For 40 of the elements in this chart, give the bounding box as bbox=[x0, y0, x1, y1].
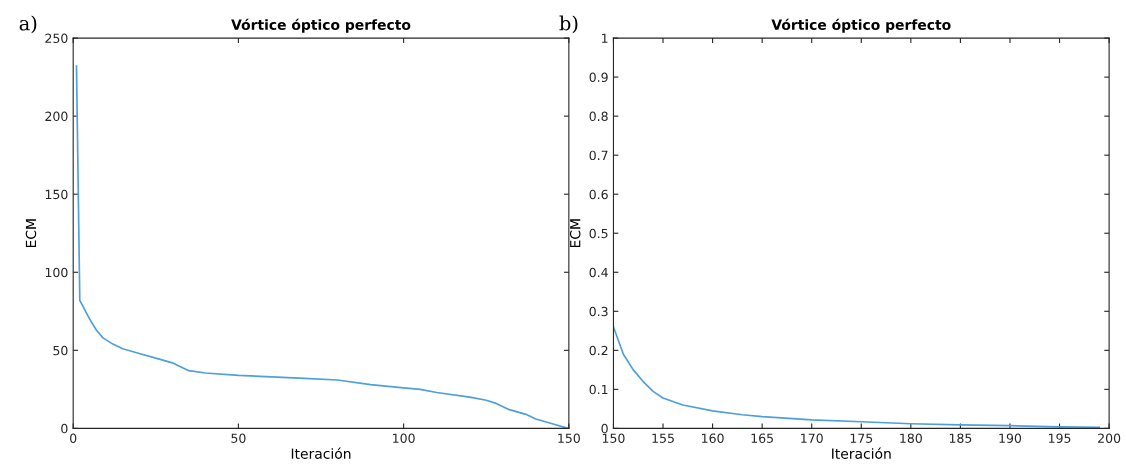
y-tick-label: 0.9 bbox=[589, 72, 608, 83]
x-tick-label: 165 bbox=[751, 433, 773, 443]
y-tick-label: 0.1 bbox=[589, 384, 608, 395]
x-tick-label: 150 bbox=[558, 433, 580, 443]
y-tick-label: 0.3 bbox=[589, 306, 608, 317]
y-tick-label: 0.4 bbox=[589, 267, 608, 278]
x-tick-label: 200 bbox=[1098, 433, 1121, 443]
y-tick-label: 0.5 bbox=[589, 228, 608, 239]
x-tick-label: 100 bbox=[393, 433, 415, 443]
x-tick-label: 180 bbox=[900, 433, 922, 443]
x-tick-label: 175 bbox=[850, 433, 873, 443]
y-axis-title: ECM bbox=[25, 219, 37, 248]
text: a) bbox=[19, 15, 37, 34]
x-tick-label: 195 bbox=[1048, 433, 1071, 443]
y-tick-label: 100 bbox=[45, 267, 68, 278]
text: b) bbox=[559, 15, 578, 34]
x-tick-label: 50 bbox=[231, 433, 246, 443]
chart-title: Vórtice óptico perfecto bbox=[771, 18, 951, 33]
x-tick-label: 155 bbox=[652, 433, 674, 443]
x-tick-label: 185 bbox=[949, 433, 972, 443]
y-tick-label: 0.6 bbox=[589, 189, 608, 200]
y-tick-label: 0 bbox=[601, 423, 608, 434]
y-tick-label: 0 bbox=[61, 423, 68, 434]
x-axis-title: Iteración bbox=[291, 447, 351, 459]
y-tick-label: 50 bbox=[53, 345, 68, 356]
y-tick-label: 200 bbox=[45, 111, 68, 122]
y-tick-label: 1 bbox=[602, 33, 608, 43]
y-axis-title: ECM bbox=[569, 219, 581, 248]
line-series bbox=[613, 326, 1101, 429]
x-tick-label: 160 bbox=[702, 433, 724, 443]
y-tick-label: 0.2 bbox=[589, 345, 608, 356]
y-tick-label: 150 bbox=[45, 189, 68, 200]
x-axis-title: Iteración bbox=[832, 447, 891, 459]
y-tick-label: 0.7 bbox=[589, 150, 608, 161]
x-tick-label: 190 bbox=[999, 433, 1022, 443]
x-tick-label: 0 bbox=[70, 433, 77, 443]
y-tick-label: 250 bbox=[45, 33, 68, 44]
y-tick-label: 0.8 bbox=[589, 111, 608, 122]
chart-title: Vórtice óptico perfecto bbox=[231, 18, 411, 33]
x-tick-label: 170 bbox=[801, 433, 823, 443]
